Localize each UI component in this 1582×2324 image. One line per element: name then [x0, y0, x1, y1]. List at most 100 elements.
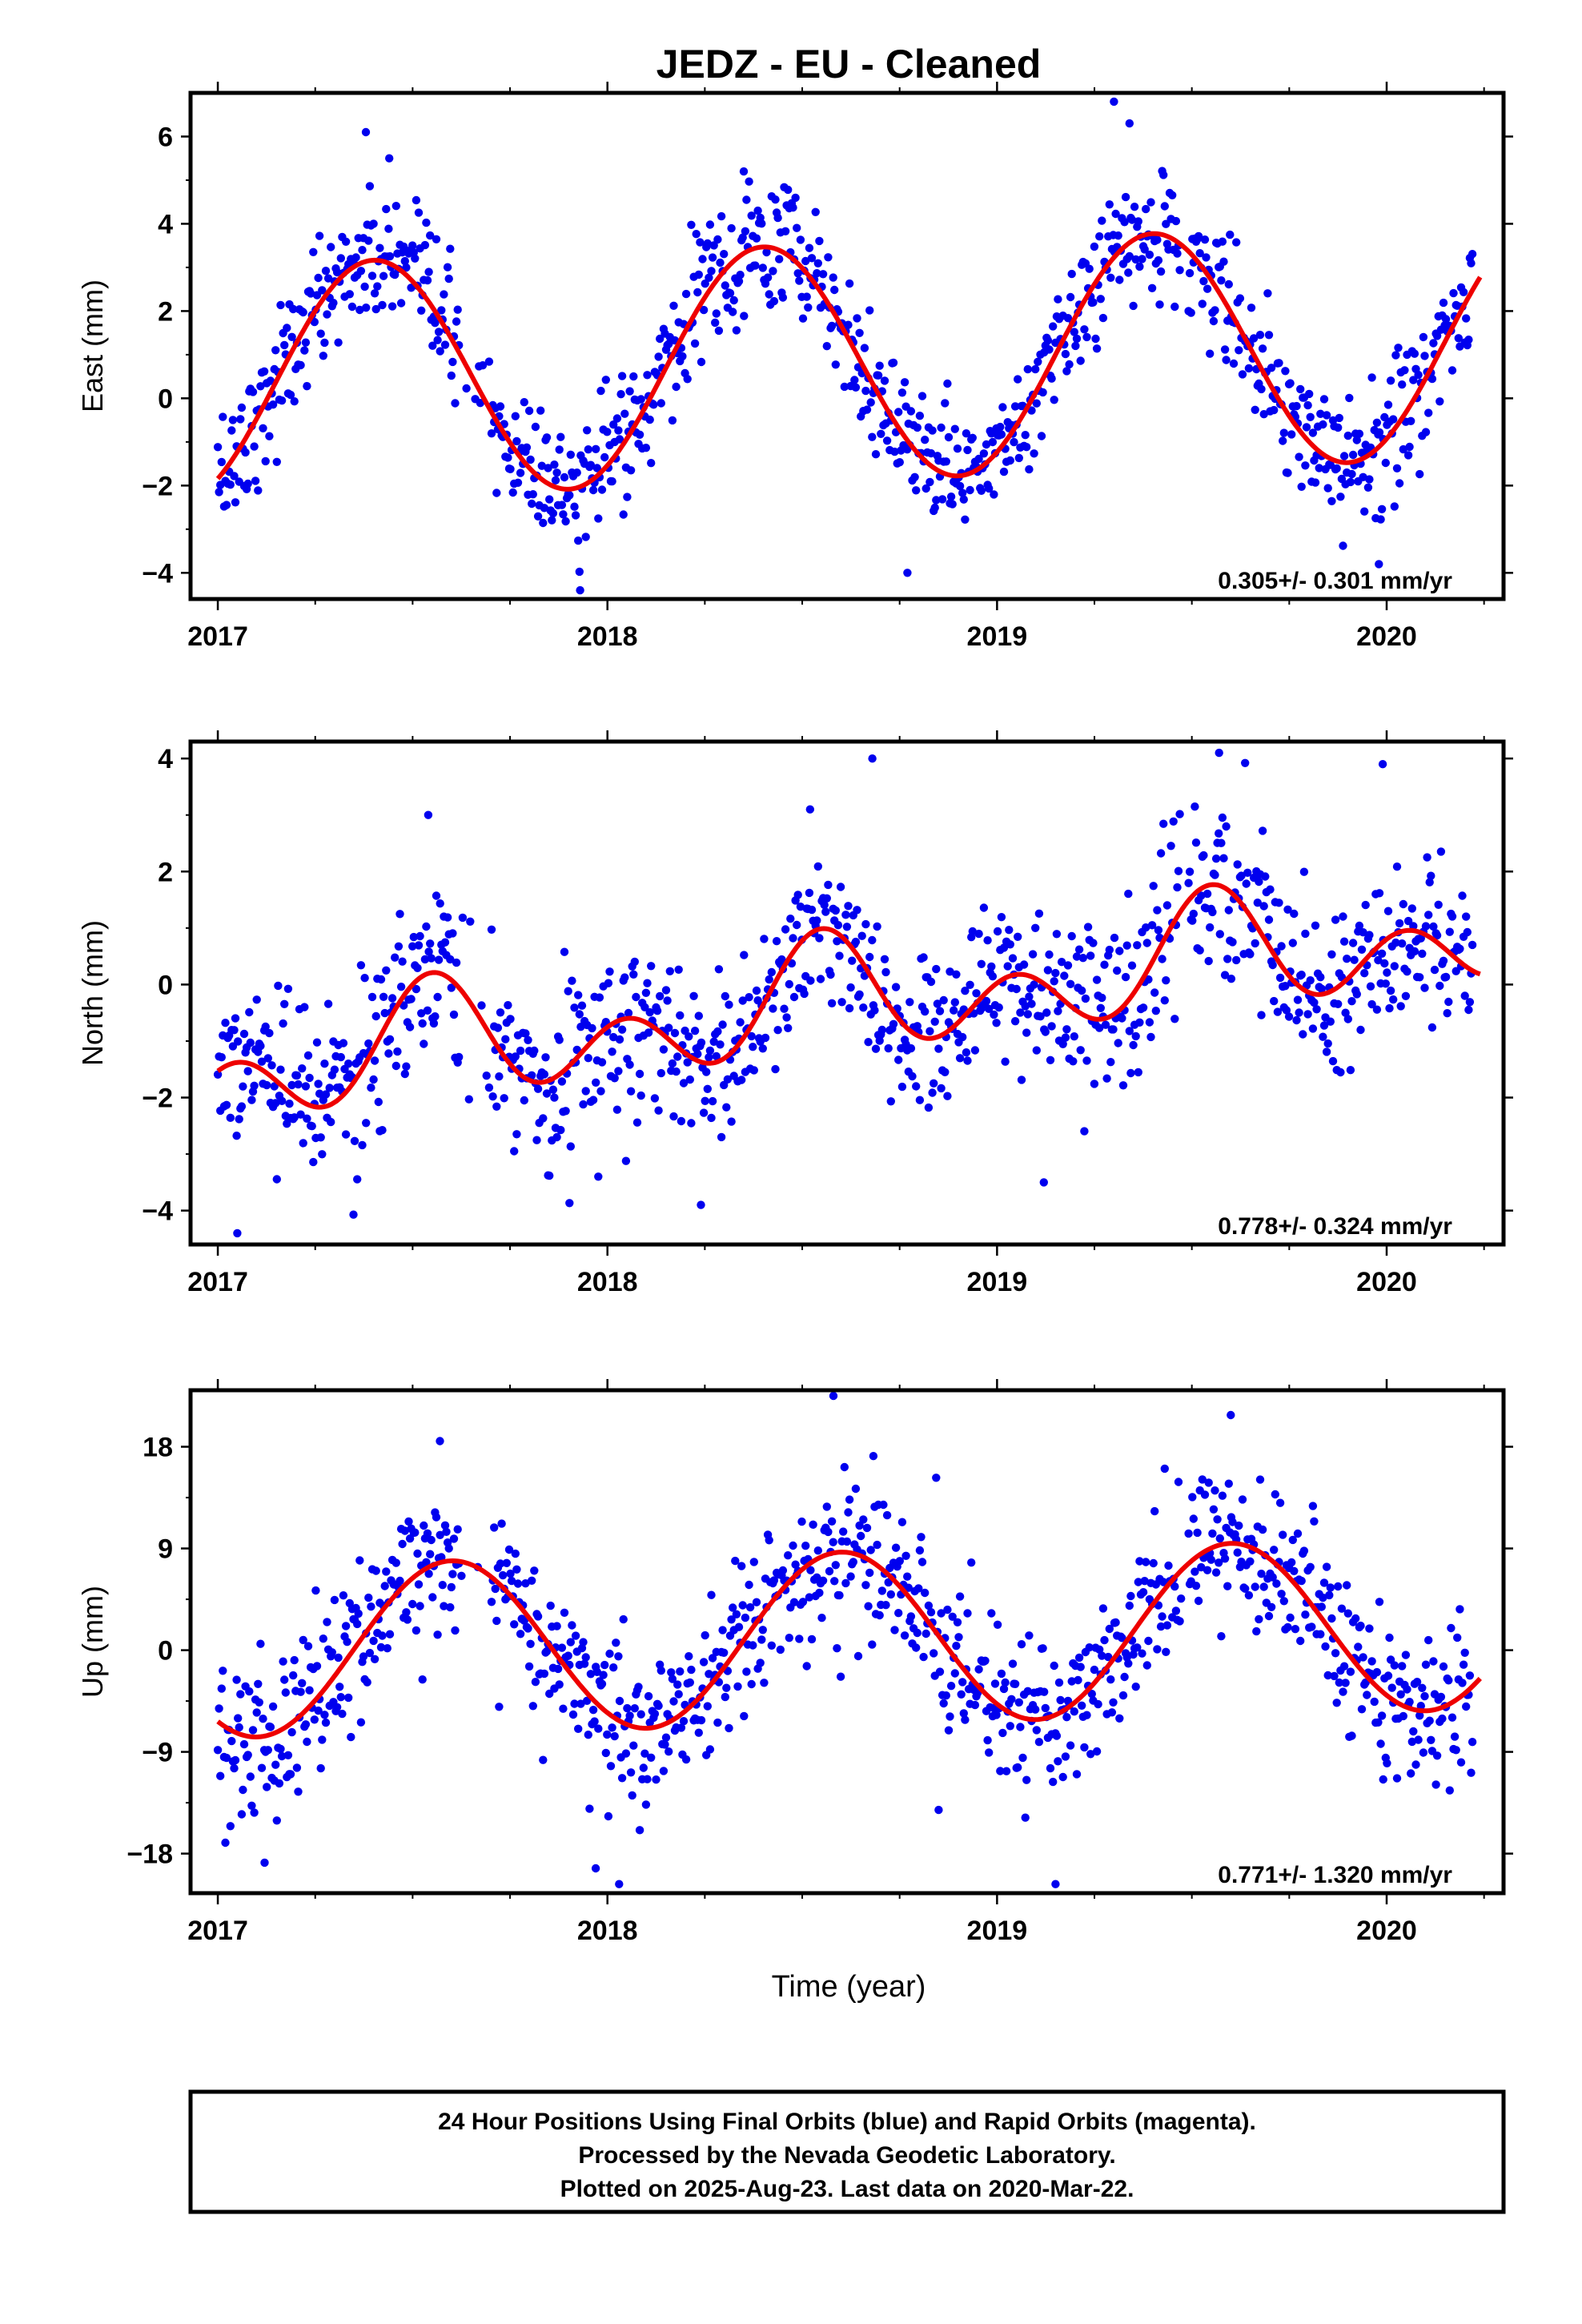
up-data-point: [1159, 1578, 1168, 1586]
up-data-point: [343, 1638, 351, 1647]
north-data-point: [1170, 1015, 1179, 1023]
north-data-point: [725, 1000, 733, 1009]
east-data-point: [1251, 405, 1259, 414]
north-data-point: [640, 1003, 649, 1012]
east-data-point: [361, 127, 371, 137]
up-data-point: [1150, 1506, 1159, 1516]
up-data-point: [601, 1748, 610, 1758]
north-data-point: [384, 1049, 393, 1058]
up-data-point: [413, 1549, 422, 1558]
up-data-point: [1331, 1649, 1340, 1658]
east-data-point: [1010, 402, 1020, 411]
east-data-point: [548, 516, 556, 525]
east-data-point: [576, 585, 584, 595]
up-data-point: [1017, 1640, 1026, 1649]
up-data-point: [600, 1660, 609, 1670]
north-data-point: [1447, 912, 1457, 921]
north-data-point: [699, 1108, 709, 1117]
up-data-point: [677, 1723, 686, 1732]
up-data-point: [263, 1783, 271, 1791]
north-data-point: [1293, 995, 1303, 1004]
up-data-point: [1325, 1590, 1334, 1600]
east-data-point: [1142, 204, 1150, 214]
north-data-point: [773, 1026, 782, 1035]
north-data-point: [1034, 909, 1044, 919]
east-data-point: [636, 395, 645, 404]
up-data-point: [378, 1631, 387, 1640]
up-data-point: [615, 1696, 624, 1706]
up-data-point: [1138, 1649, 1146, 1658]
north-data-point: [928, 1088, 937, 1097]
up-data-point: [222, 1753, 231, 1763]
north-data-point: [370, 1056, 379, 1065]
north-data-point: [816, 975, 825, 983]
north-data-point: [492, 1102, 501, 1112]
east-data-point: [1311, 478, 1320, 487]
north-data-point: [446, 955, 455, 964]
east-data-point: [1229, 359, 1239, 368]
up-data-point: [987, 1609, 996, 1618]
east-data-point: [1125, 251, 1134, 261]
up-y-tick-label: 9: [158, 1534, 173, 1565]
east-data-point: [614, 426, 623, 435]
up-data-point: [1220, 1554, 1230, 1563]
east-data-point: [844, 320, 853, 329]
east-data-point: [1045, 345, 1054, 354]
up-data-point: [1197, 1562, 1206, 1572]
east-data-point: [1067, 269, 1076, 279]
north-data-point: [1341, 1008, 1350, 1017]
north-data-point: [621, 1156, 631, 1165]
east-data-point: [1186, 308, 1195, 317]
up-data-point: [676, 1667, 685, 1676]
north-data-point: [1232, 955, 1241, 965]
east-data-point: [283, 324, 291, 332]
north-data-point: [1030, 980, 1038, 989]
up-data-point: [1425, 1716, 1434, 1725]
east-data-point: [566, 450, 575, 459]
up-data-point: [1111, 1618, 1120, 1627]
north-data-point: [353, 1175, 362, 1184]
east-data-point: [290, 397, 299, 406]
north-data-point: [407, 995, 416, 1003]
north-data-point: [588, 1096, 598, 1104]
east-data-point: [334, 338, 343, 347]
north-data-point: [1301, 929, 1310, 939]
up-data-point: [1215, 1558, 1223, 1567]
north-data-point: [1283, 905, 1292, 915]
caption-line-2: Processed by the Nevada Geodetic Laborat…: [578, 2142, 1115, 2169]
east-data-point: [729, 308, 737, 316]
east-data-point: [1049, 322, 1058, 331]
up-data-point: [303, 1642, 313, 1651]
north-data-point: [1336, 1068, 1345, 1077]
north-data-point: [1206, 923, 1215, 932]
up-data-point: [729, 1603, 737, 1612]
east-data-point: [752, 234, 761, 243]
up-data-point: [1288, 1535, 1298, 1545]
east-data-point: [384, 224, 393, 233]
east-data-point: [432, 235, 441, 243]
east-data-point: [966, 485, 974, 495]
east-data-point: [824, 253, 833, 262]
north-data-point: [821, 907, 830, 916]
east-data-point: [261, 456, 270, 466]
up-y-tick-label: −18: [126, 1839, 173, 1870]
north-data-point: [287, 1080, 296, 1090]
north-x-tick-label: 2017: [187, 1267, 248, 1297]
east-data-point: [635, 430, 644, 439]
north-data-point: [1101, 1020, 1110, 1029]
north-data-point: [564, 987, 572, 995]
north-data-point: [1465, 998, 1475, 1007]
north-data-point: [1261, 872, 1270, 881]
north-data-point: [652, 1007, 662, 1015]
north-data-point: [1066, 979, 1075, 989]
east-data-point: [1454, 334, 1464, 343]
east-data-point: [1363, 483, 1373, 492]
north-data-point: [669, 1112, 678, 1121]
east-data-point: [1421, 428, 1431, 436]
up-data-point: [1279, 1597, 1289, 1606]
north-data-point: [1275, 899, 1283, 907]
north-data-point: [1150, 988, 1159, 997]
north-data-point: [447, 983, 456, 992]
north-data-point: [312, 1038, 322, 1047]
east-data-point: [850, 376, 859, 384]
